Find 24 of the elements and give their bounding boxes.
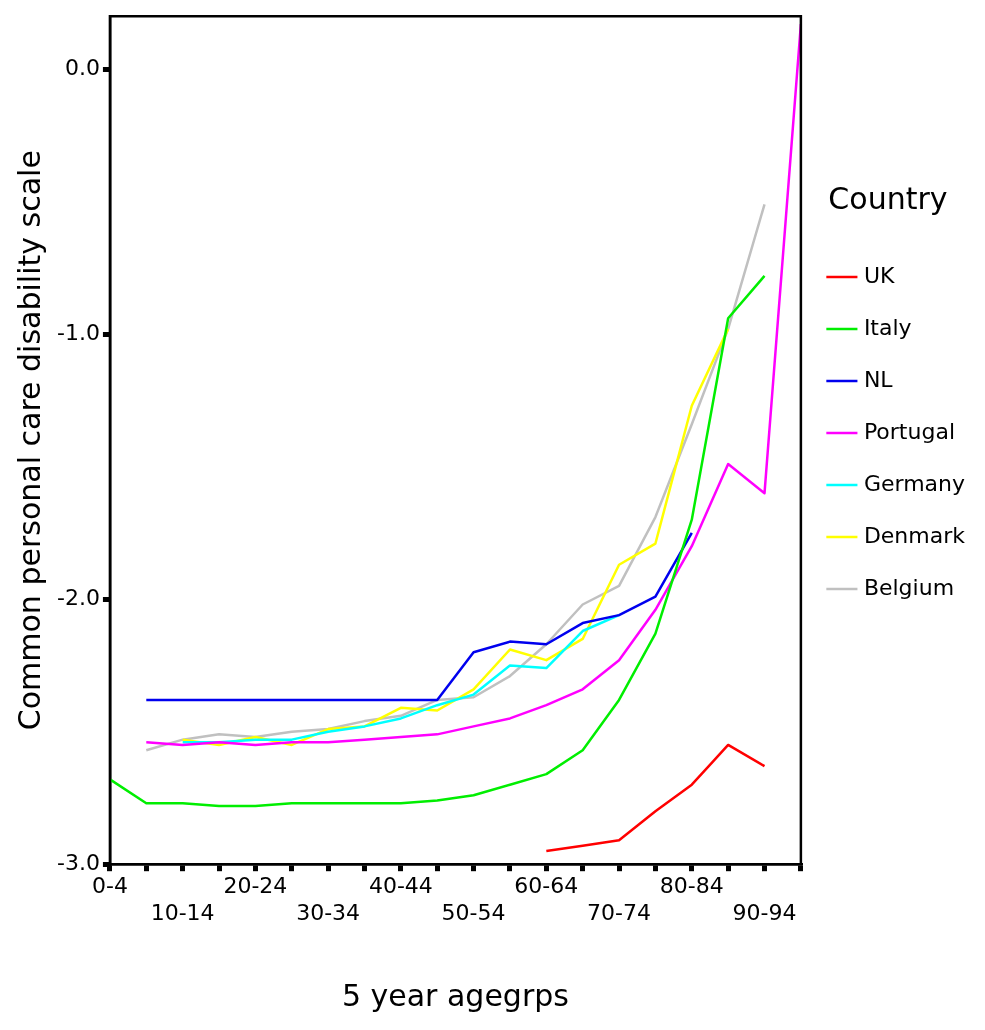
legend-label: NL [863,366,894,392]
x-tick-label: 80-84 [659,873,724,899]
x-tick-label: 40-44 [368,873,433,899]
x-tick-label: 20-24 [223,873,288,899]
y-tick-label: 0.0 [64,54,100,80]
y-tick-label: -2.0 [56,584,100,610]
legend-label: Belgium [863,574,955,600]
legend-label: UK [863,262,895,288]
x-tick-label: 10-14 [150,899,215,925]
x-tick-label: 0-4 [91,873,128,899]
x-tick-label: 70-74 [587,899,652,925]
x-tick-label: 30-34 [296,899,361,925]
x-tick-label: 60-64 [514,873,579,899]
legend-label: Germany [863,470,966,496]
y-axis-title: Common personal care disability scale [11,150,47,731]
y-tick-label: -3.0 [56,849,100,875]
x-axis-title: 5 year agegrps [341,977,569,1013]
legend-label: Italy [863,314,912,340]
legend-label: Portugal [863,418,956,444]
x-tick-label: 50-54 [441,899,506,925]
legend-title: Country [828,180,948,216]
x-tick-label: 90-94 [732,899,797,925]
legend-label: Denmark [863,522,966,548]
y-tick-label: -1.0 [56,319,100,345]
